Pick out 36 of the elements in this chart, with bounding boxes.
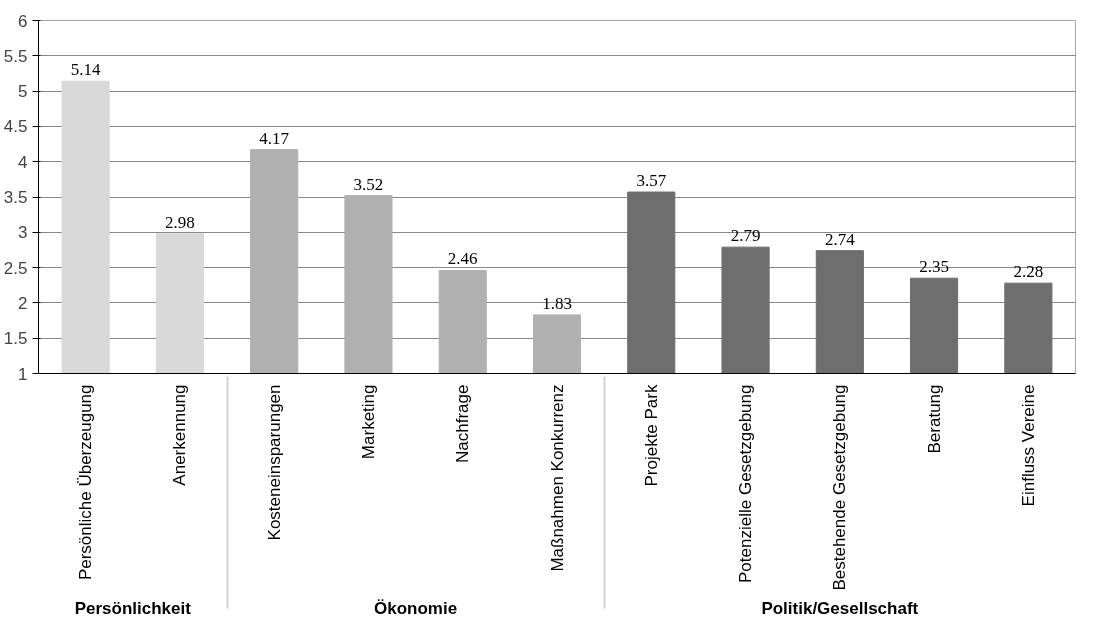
text: Politik/Gesellschaft: [761, 598, 919, 618]
y-tick-label: 4.5: [3, 117, 28, 137]
data-label: 5.14: [70, 60, 102, 80]
data-label: 2.35: [919, 257, 949, 277]
y-tick-label: 5: [18, 82, 28, 102]
data-label: 2.98: [165, 212, 195, 232]
y-tick-label: 2.5: [3, 258, 28, 278]
x-tick-label: Maßnahmen Konkurrenz: [547, 384, 567, 572]
data-label: 3.57: [636, 171, 667, 191]
y-tick-label: 1: [18, 364, 28, 384]
y-tick-label: 4: [18, 152, 28, 172]
x-tick-label: Persönliche Überzeugung: [76, 384, 96, 581]
data-label: 1.83: [542, 293, 572, 313]
data-label: 2.46: [447, 249, 478, 269]
x-tick-label: Anerkennung: [170, 384, 190, 486]
y-tick-label: 3: [18, 223, 28, 243]
x-tick-label: Projekte Park: [641, 384, 661, 487]
x-tick-label: Beratung: [924, 384, 944, 454]
data-label: 2.74: [824, 229, 856, 249]
x-tick-label: Kosteneinsparungen: [264, 384, 284, 541]
data-label: 2.79: [730, 226, 761, 246]
text: Persönlichkeit: [74, 598, 192, 618]
x-tick-label: Bestehende Gesetzgebung: [830, 384, 850, 591]
y-tick-label: 1.5: [3, 329, 28, 349]
y-tick-label: 5.5: [3, 46, 28, 66]
x-tick-label: Potenzielle Gesetzgebung: [736, 384, 756, 583]
x-tick-label: Einfluss Vereine: [1018, 384, 1038, 507]
x-tick-label: Nachfrage: [453, 384, 473, 463]
data-label: 4.17: [259, 128, 290, 148]
x-tick-label: Marketing: [358, 384, 378, 460]
y-tick-label: 6: [18, 11, 28, 31]
data-label: 3.52: [353, 174, 384, 194]
data-label: 2.28: [1013, 262, 1044, 282]
text: Ökonomie: [374, 598, 458, 618]
y-tick-label: 2: [18, 293, 28, 313]
y-tick-label: 3.5: [3, 188, 28, 207]
